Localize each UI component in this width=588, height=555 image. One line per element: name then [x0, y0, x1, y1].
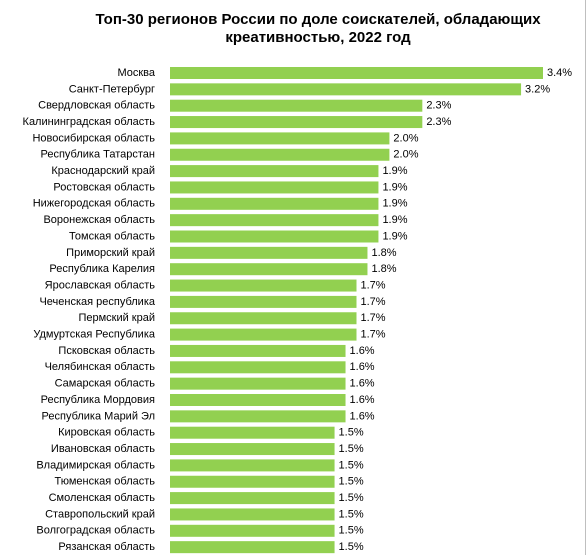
bar	[170, 344, 346, 357]
value-label: 1.5%	[339, 508, 364, 520]
value-label: 1.5%	[339, 525, 364, 537]
value-label: 1.5%	[339, 492, 364, 504]
value-label: 1.5%	[339, 459, 364, 471]
bar	[170, 295, 357, 308]
bar	[170, 459, 335, 472]
category-label: Кировская область	[58, 427, 155, 439]
category-label: Смоленская область	[49, 492, 156, 504]
bar	[170, 263, 368, 276]
bar	[170, 99, 423, 112]
value-label: 1.9%	[382, 181, 407, 193]
category-label: Республика Карелия	[49, 263, 155, 275]
value-label: 2.0%	[393, 132, 418, 144]
bar	[170, 230, 379, 243]
category-label: Ставропольский край	[45, 508, 155, 520]
category-label: Волгоградская область	[36, 525, 155, 537]
value-label: 1.7%	[361, 296, 386, 308]
category-label: Ярославская область	[45, 279, 156, 291]
category-label: Воронежская область	[43, 214, 155, 226]
bar	[170, 377, 346, 390]
value-label: 1.5%	[339, 427, 364, 439]
bar	[170, 524, 335, 537]
bar	[170, 475, 335, 488]
value-label: 2.3%	[426, 100, 451, 112]
bar	[170, 492, 335, 505]
value-label: 1.6%	[350, 361, 375, 373]
value-label: 1.9%	[382, 230, 407, 242]
category-label: Псковская область	[58, 345, 155, 357]
category-label: Республика Мордовия	[41, 394, 155, 406]
category-label: Республика Татарстан	[40, 149, 155, 161]
bar	[170, 394, 346, 406]
bar	[170, 148, 390, 161]
category-label: Москва	[117, 67, 155, 79]
bar	[170, 279, 357, 292]
category-label: Ростовская область	[53, 181, 155, 193]
category-label: Тюменская область	[54, 476, 155, 488]
value-label: 1.8%	[371, 263, 396, 275]
bar	[170, 312, 357, 325]
bar	[170, 67, 543, 79]
bar	[170, 197, 379, 210]
value-label: 1.8%	[371, 247, 396, 259]
value-label: 1.6%	[350, 394, 375, 406]
category-label: Новосибирская область	[32, 132, 155, 144]
category-label: Свердловская область	[38, 100, 155, 112]
value-label: 1.9%	[382, 214, 407, 226]
bar	[170, 165, 379, 178]
chart-title: Топ-30 регионов России по доле соискател…	[95, 11, 541, 46]
bar	[170, 410, 346, 423]
bar	[170, 443, 335, 456]
value-label: 1.5%	[339, 443, 364, 455]
category-label: Томская область	[69, 230, 155, 242]
bar	[170, 246, 368, 259]
category-label: Челябинская область	[45, 361, 156, 373]
bar	[170, 214, 379, 227]
category-label: Чеченская республика	[39, 296, 155, 308]
value-label: 1.6%	[350, 345, 375, 357]
category-label: Нижегородская область	[33, 198, 156, 210]
bar	[170, 426, 335, 439]
category-label: Пермский край	[78, 312, 155, 324]
bar	[170, 361, 346, 374]
bar	[170, 83, 522, 96]
value-label: 1.5%	[339, 541, 364, 553]
value-label: 2.0%	[393, 149, 418, 161]
value-label: 1.9%	[382, 165, 407, 177]
value-label: 1.7%	[361, 312, 386, 324]
bar	[170, 328, 357, 341]
category-label: Санкт-Петербург	[69, 83, 155, 95]
bar	[170, 132, 390, 145]
category-label: Рязанская область	[58, 541, 155, 553]
category-label: Калининградская область	[23, 116, 156, 128]
bar	[170, 116, 423, 129]
category-label: Приморский край	[66, 247, 155, 259]
category-label: Республика Марий Эл	[42, 410, 155, 422]
value-label: 1.9%	[382, 198, 407, 210]
category-label: Ивановская область	[51, 443, 155, 455]
bar	[170, 181, 379, 194]
value-label: 1.7%	[361, 329, 386, 341]
value-label: 1.6%	[350, 410, 375, 422]
value-label: 2.3%	[426, 116, 451, 128]
category-label: Краснодарский край	[51, 165, 155, 177]
bar	[170, 508, 335, 521]
category-label: Владимирская область	[36, 459, 155, 471]
category-label: Самарская область	[55, 378, 156, 390]
value-label: 1.6%	[350, 378, 375, 390]
value-label: 3.2%	[525, 83, 550, 95]
value-label: 1.7%	[361, 279, 386, 291]
category-label: Удмуртская Республика	[33, 329, 156, 341]
value-label: 3.4%	[547, 67, 572, 79]
bar	[170, 541, 335, 554]
value-label: 1.5%	[339, 476, 364, 488]
